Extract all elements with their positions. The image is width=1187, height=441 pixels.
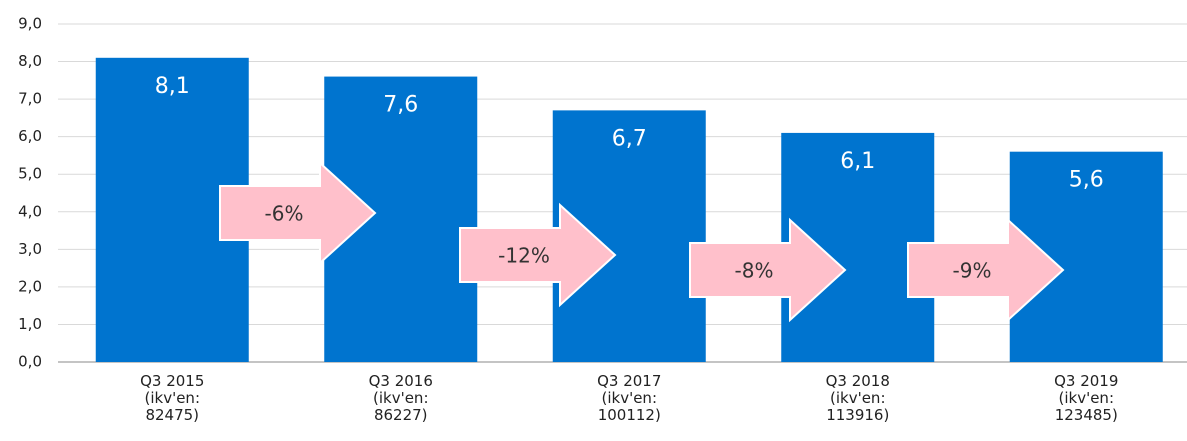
annotation: -6% <box>265 202 304 226</box>
x-tick-label: Q3 2016 (ikv'en: 86227) <box>368 372 433 424</box>
annotation: -8% <box>735 259 774 283</box>
y-tick-label: 1,0 <box>18 315 42 333</box>
annotation: -12% <box>498 244 550 268</box>
y-tick-label: 5,0 <box>18 165 42 183</box>
x-tick-label: Q3 2018 (ikv'en: 113916) <box>825 372 890 424</box>
y-tick-label: 3,0 <box>18 240 42 258</box>
x-tick-label: Q3 2015 (ikv'en: 82475) <box>140 372 205 424</box>
y-tick-label: 8,0 <box>18 52 42 70</box>
x-tick-label: Q3 2019 (ikv'en: 123485) <box>1054 372 1119 424</box>
y-tick-label: 4,0 <box>18 202 42 220</box>
value-label: 6,1 <box>840 149 875 174</box>
value-label: 8,1 <box>155 74 190 99</box>
y-tick-label: 9,0 <box>18 15 42 33</box>
value-label: 5,6 <box>1069 168 1104 193</box>
arrow <box>689 217 847 323</box>
y-tick-label: 0,0 <box>18 353 42 371</box>
y-tick-label: 6,0 <box>18 127 42 145</box>
y-tick-label: 7,0 <box>18 90 42 108</box>
y-tick-label: 2,0 <box>18 277 42 295</box>
x-tick-label: Q3 2017 (ikv'en: 100112) <box>597 372 662 424</box>
annotation: -9% <box>953 259 992 283</box>
value-label: 6,7 <box>612 126 647 151</box>
arrow <box>459 202 617 308</box>
arrow <box>907 217 1065 323</box>
arrow <box>219 160 377 266</box>
value-label: 7,6 <box>383 93 418 118</box>
